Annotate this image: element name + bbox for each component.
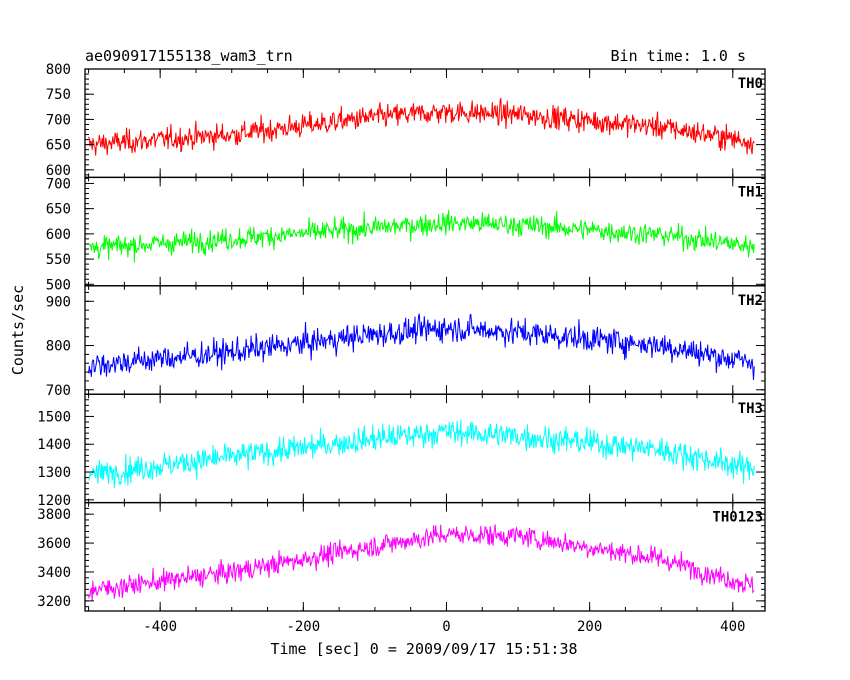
x-tick-labels: -400 -200 0 200 400: [143, 619, 745, 635]
y-tick-label: 700: [46, 176, 71, 192]
x-tick-label: 200: [577, 619, 602, 635]
panel-label-th3: TH3: [738, 401, 763, 417]
x-axis-label: Time [sec] 0 = 2009/09/17 15:51:38: [270, 640, 577, 658]
panel-label-th2: TH2: [738, 293, 763, 309]
panel-th2: 700 800 900 TH2: [46, 285, 766, 399]
y-tick-label: 3600: [37, 536, 71, 552]
y-tick-label: 650: [46, 138, 71, 154]
panel-frame: [84, 68, 766, 179]
x-tick-label: 0: [442, 619, 450, 635]
x-tick-label: -200: [286, 619, 320, 635]
y-tick-label: 650: [46, 202, 71, 218]
y-tick-label: 500: [46, 277, 71, 293]
panel-th1: 500 550 600 650 700 TH1: [46, 176, 766, 293]
panels-group: 600 650 700 750 800 TH0 500 550 600 650 700 TH1 700 8…: [37, 62, 766, 612]
y-tick-label: 900: [46, 294, 71, 310]
y-tick-label: 700: [46, 112, 71, 128]
panel-frame: [84, 501, 766, 612]
y-tick-label: 750: [46, 87, 71, 103]
y-tick-label: 3200: [37, 594, 71, 610]
panel-frame: [84, 176, 766, 287]
panel-th3: 1200 1300 1400 1500 TH3: [37, 393, 766, 509]
panel-frame: [84, 393, 766, 504]
x-tick-label: 400: [720, 619, 745, 635]
x-tick-label: -400: [143, 619, 177, 635]
y-tick-label: 800: [46, 62, 71, 78]
y-tick-label: 600: [46, 163, 71, 179]
y-tick-label: 1400: [37, 437, 71, 453]
panel-label-th0: TH0: [738, 76, 763, 92]
y-tick-label: 1300: [37, 465, 71, 481]
series-line-th0123: [88, 524, 755, 602]
y-axis-label: Counts/sec: [9, 285, 27, 375]
y-tick-label: 550: [46, 252, 71, 268]
series-line-th2: [88, 313, 755, 381]
y-tick-label: 3400: [37, 565, 71, 581]
bin-time-label: Bin time: 1.0 s: [611, 47, 746, 65]
panel-label-th0123: TH0123: [712, 510, 763, 526]
panel-th0123: 3200 3400 3600 3800 TH0123: [37, 501, 766, 612]
y-tick-label: 800: [46, 339, 71, 355]
series-line-th1: [88, 209, 755, 263]
panel-label-th1: TH1: [738, 184, 763, 200]
chart-title: ae090917155138_wam3_trn: [85, 47, 293, 65]
y-tick-label: 700: [46, 383, 71, 399]
y-tick-label: 1500: [37, 409, 71, 425]
y-tick-label: 600: [46, 227, 71, 243]
y-tick-label: 3800: [37, 507, 71, 523]
panel-th0: 600 650 700 750 800 TH0: [46, 62, 766, 179]
series-line-th0: [88, 97, 755, 156]
series-line-th3: [88, 419, 755, 489]
y-tick-label: 1200: [37, 493, 71, 509]
